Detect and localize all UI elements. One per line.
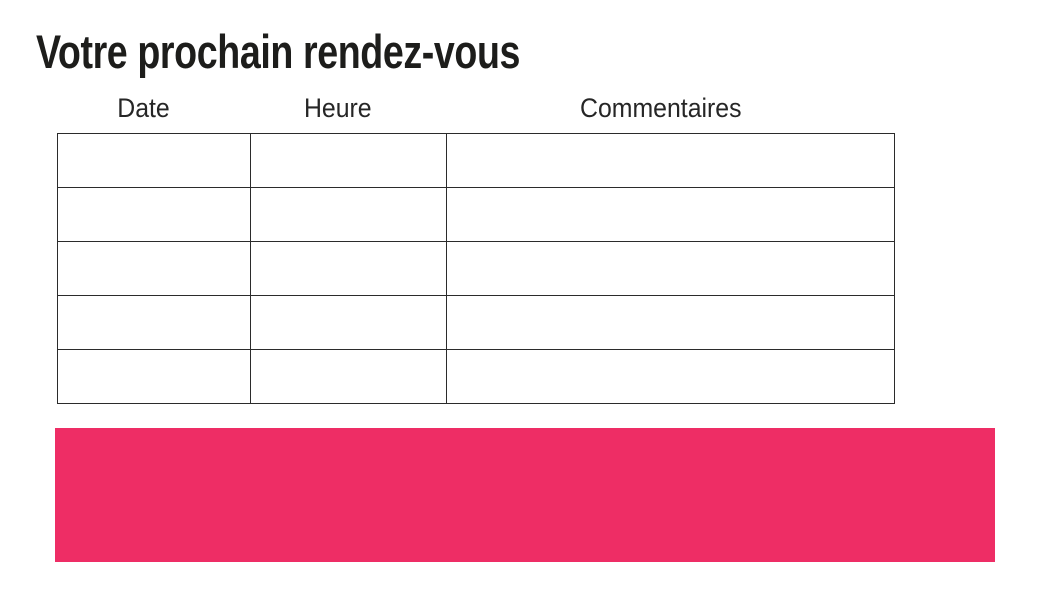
table-cell-date [57,295,251,350]
table-row [57,133,895,188]
table-cell-commentaires [446,349,895,404]
appointments-table [57,133,895,404]
column-header-commentaires: Commentaires [436,92,885,124]
table-row [57,241,895,296]
appointments-table-body [57,133,895,404]
table-cell-commentaires [446,295,895,350]
table-cell-heure [250,295,447,350]
column-header-date: Date [47,92,240,124]
table-cell-commentaires [446,133,895,188]
column-header-date-label: Date [117,93,170,123]
table-cell-date [57,241,251,296]
table-cell-date [57,133,251,188]
table-cell-date [57,187,251,242]
table-cell-heure [250,241,447,296]
column-header-heure-label: Heure [304,93,372,123]
column-header-heure: Heure [240,92,436,124]
table-cell-heure [250,187,447,242]
table-column-headers: Date Heure Commentaires [47,92,885,124]
table-cell-commentaires [446,187,895,242]
column-header-commentaires-label: Commentaires [579,93,742,123]
table-cell-date [57,349,251,404]
table-row [57,295,895,350]
table-row [57,187,895,242]
page-title: Votre prochain rendez-vous [36,25,521,78]
table-row [57,349,895,404]
table-cell-commentaires [446,241,895,296]
table-cell-heure [250,349,447,404]
pink-banner [55,428,995,562]
table-cell-heure [250,133,447,188]
